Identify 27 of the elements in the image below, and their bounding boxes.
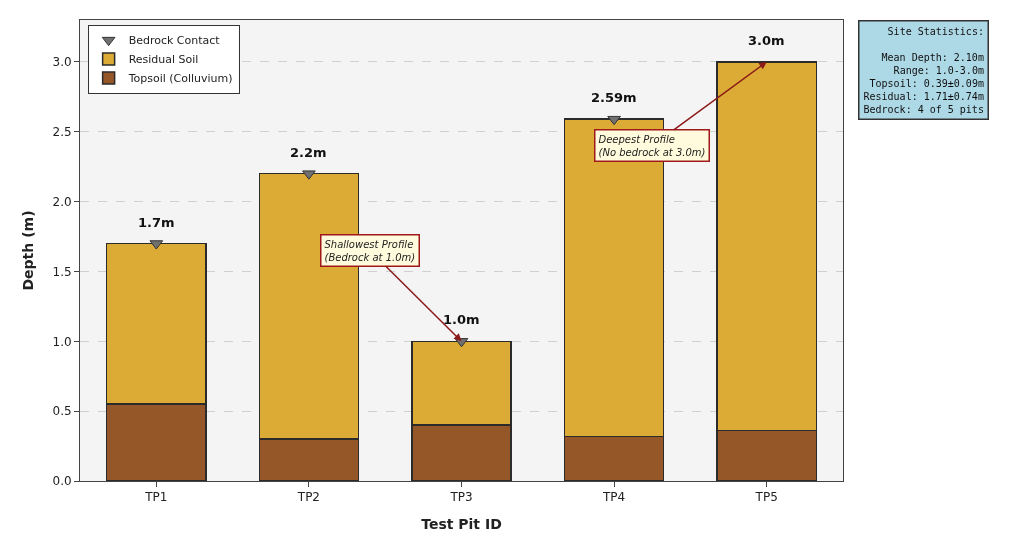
- x-tick-label: TP5: [754, 490, 778, 505]
- point: [302, 170, 316, 180]
- x-tick-label: TP2: [296, 490, 320, 505]
- point: [607, 115, 621, 126]
- legend-label: Bedrock Contact: [128, 34, 221, 48]
- y-tick-label: 3.0: [52, 55, 72, 70]
- y-tick-label: 2.0: [52, 194, 72, 209]
- annotation: Deepest Profile (No bedrock at 3.0m): [598, 133, 706, 158]
- total-label: 3.0m: [748, 33, 785, 48]
- total-label: 2.2m: [290, 145, 327, 160]
- total-label: 1.7m: [138, 215, 175, 230]
- total-label: 2.59m: [591, 90, 637, 105]
- x-tick-label: TP3: [449, 490, 473, 505]
- annotation: Shallowest Profile (Bedrock at 1.0m): [324, 238, 416, 263]
- y-tick-label: 1.5: [52, 264, 72, 279]
- legend-label: Residual Soil: [128, 53, 199, 67]
- x-tick-label: TP1: [144, 490, 168, 505]
- y-tick-label: 2.5: [52, 124, 72, 139]
- y-tick-label: 0.5: [52, 404, 72, 419]
- y-axis-title: Depth (m): [20, 210, 37, 291]
- text: Site Statistics: Mean Depth: 2.10m Range: 1.0-3.0m Topsoil: 0.39±0.09m Residual: 1.71±0.74m Bedrock: 4 of 5 pits: [863, 25, 984, 115]
- legend-label: Topsoil (Colluvium): [127, 72, 233, 86]
- y-tick-label: 1.0: [52, 334, 72, 349]
- y-tick-label: 0.0: [52, 474, 72, 489]
- x-axis-title: Test Pit ID: [421, 515, 502, 532]
- x-tick-label: TP4: [602, 490, 626, 505]
- total-label: 1.0m: [443, 312, 480, 327]
